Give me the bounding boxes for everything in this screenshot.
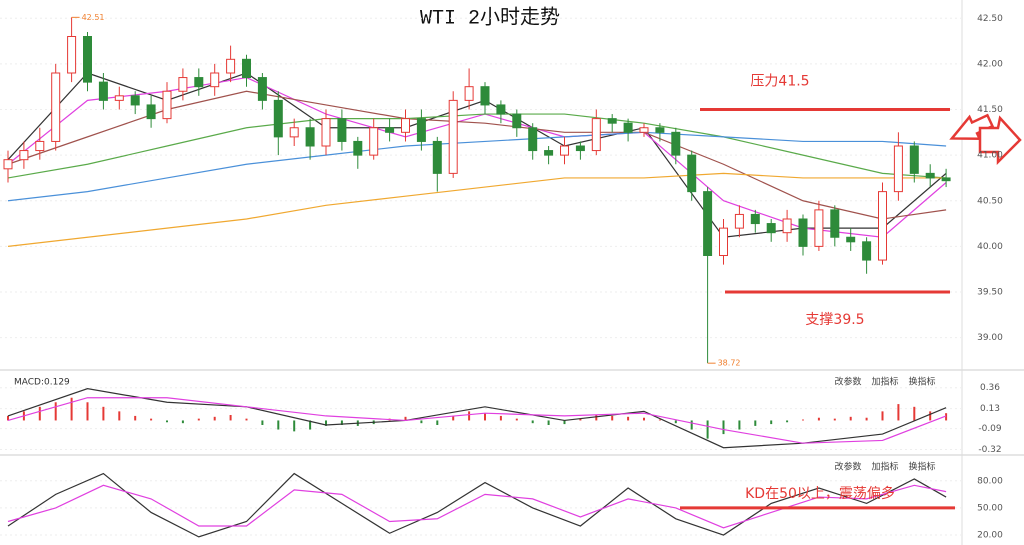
y-tick-label: 41.00 (977, 151, 1003, 161)
candle-body (703, 191, 713, 256)
candle-body (798, 218, 808, 247)
candle-body (814, 209, 824, 247)
indicator-line (7, 484, 947, 529)
y-tick-label: 40.50 (977, 196, 1003, 206)
y-tick-label: 41.50 (977, 105, 1003, 115)
candle-body (909, 145, 919, 174)
y-tick-label: 20.00 (977, 531, 1003, 541)
candle-body (321, 118, 331, 147)
candle-body (528, 127, 538, 152)
indicator-line (7, 172, 947, 247)
candle-body (401, 118, 410, 133)
toolbar-button[interactable]: 加指标 (871, 461, 898, 473)
candle-body (35, 140, 45, 152)
candle-body (353, 140, 363, 156)
indicator-line (7, 131, 947, 202)
candle-body (878, 191, 887, 261)
candle-body (273, 99, 283, 138)
y-tick-label: -0.32 (978, 445, 1001, 455)
level-label: 支撑39.5 (805, 312, 864, 328)
indicator-label: MACD:0.129 (14, 378, 70, 388)
y-tick-label: 39.00 (977, 333, 1003, 343)
candle-body (750, 213, 760, 225)
candle-body (766, 223, 776, 234)
extreme-label: 42.51 (82, 13, 105, 22)
toolbar-button[interactable]: 换指标 (908, 376, 935, 388)
candle-body (146, 104, 156, 120)
candle-body (623, 122, 633, 133)
candle-body (862, 241, 872, 261)
candle-body (226, 58, 236, 74)
candle-body (512, 113, 522, 129)
candle-body (687, 154, 697, 193)
candle-body (385, 127, 395, 133)
y-tick-label: 80.00 (977, 476, 1003, 486)
candle-body (671, 131, 681, 156)
candle-body (432, 140, 442, 174)
level-label: KD在50以上，震荡偏多 (745, 485, 895, 502)
indicator-line (7, 397, 947, 444)
candle-body (734, 213, 744, 229)
candle-body (782, 218, 792, 234)
toolbar-button[interactable]: 加指标 (871, 376, 898, 388)
candle-body (480, 86, 490, 106)
candle-body (242, 58, 251, 79)
indicator-line (7, 76, 947, 238)
candle-body (114, 95, 124, 101)
y-tick-label: 0.36 (980, 383, 1000, 393)
candle-body (162, 90, 172, 120)
candle-body (67, 36, 77, 74)
candle-body (416, 118, 426, 142)
candle-body (257, 77, 267, 101)
y-tick-label: 39.50 (977, 288, 1003, 298)
candle-body (305, 127, 315, 147)
candle-body (607, 118, 617, 124)
candle-body (591, 118, 601, 152)
candle-body (337, 118, 347, 142)
candle-body (83, 36, 92, 83)
candle-body (464, 86, 474, 101)
toolbar-button[interactable]: 换指标 (908, 461, 935, 473)
candle-body (369, 127, 379, 156)
indicator-line (7, 472, 947, 538)
candle-body (194, 77, 204, 88)
toolbar-button[interactable]: 改参数 (834, 376, 861, 388)
candle-body (51, 72, 61, 142)
candle-body (3, 159, 13, 170)
candle-body (719, 227, 728, 256)
candle-body (210, 72, 220, 88)
y-tick-label: 42.50 (977, 14, 1003, 24)
arrow-icon (978, 115, 1022, 166)
candle-body (496, 104, 506, 115)
candle-body (289, 127, 299, 138)
candle-body (655, 127, 665, 133)
candle-body (544, 150, 554, 156)
candle-body (560, 145, 569, 156)
candle-body (925, 172, 935, 179)
candle-body (639, 127, 649, 133)
y-tick-label: 40.00 (977, 242, 1003, 252)
candle-body (830, 209, 840, 238)
indicator-line (7, 113, 947, 179)
extreme-label: 38.72 (718, 359, 741, 368)
candle-body (98, 81, 108, 101)
candle-body (130, 95, 140, 106)
candle-body (846, 236, 856, 243)
y-tick-label: 0.13 (980, 404, 1000, 414)
candle-body (941, 177, 951, 182)
candle-body (893, 145, 903, 193)
level-label: 压力41.5 (750, 74, 809, 90)
candle-body (575, 145, 585, 152)
candle-body (448, 99, 458, 174)
y-tick-label: -0.09 (978, 424, 1002, 434)
candle-body (19, 150, 29, 161)
y-tick-label: 42.00 (977, 59, 1003, 69)
candle-body (178, 77, 188, 92)
y-tick-label: 50.00 (977, 503, 1003, 513)
toolbar-button[interactable]: 改参数 (834, 461, 861, 473)
